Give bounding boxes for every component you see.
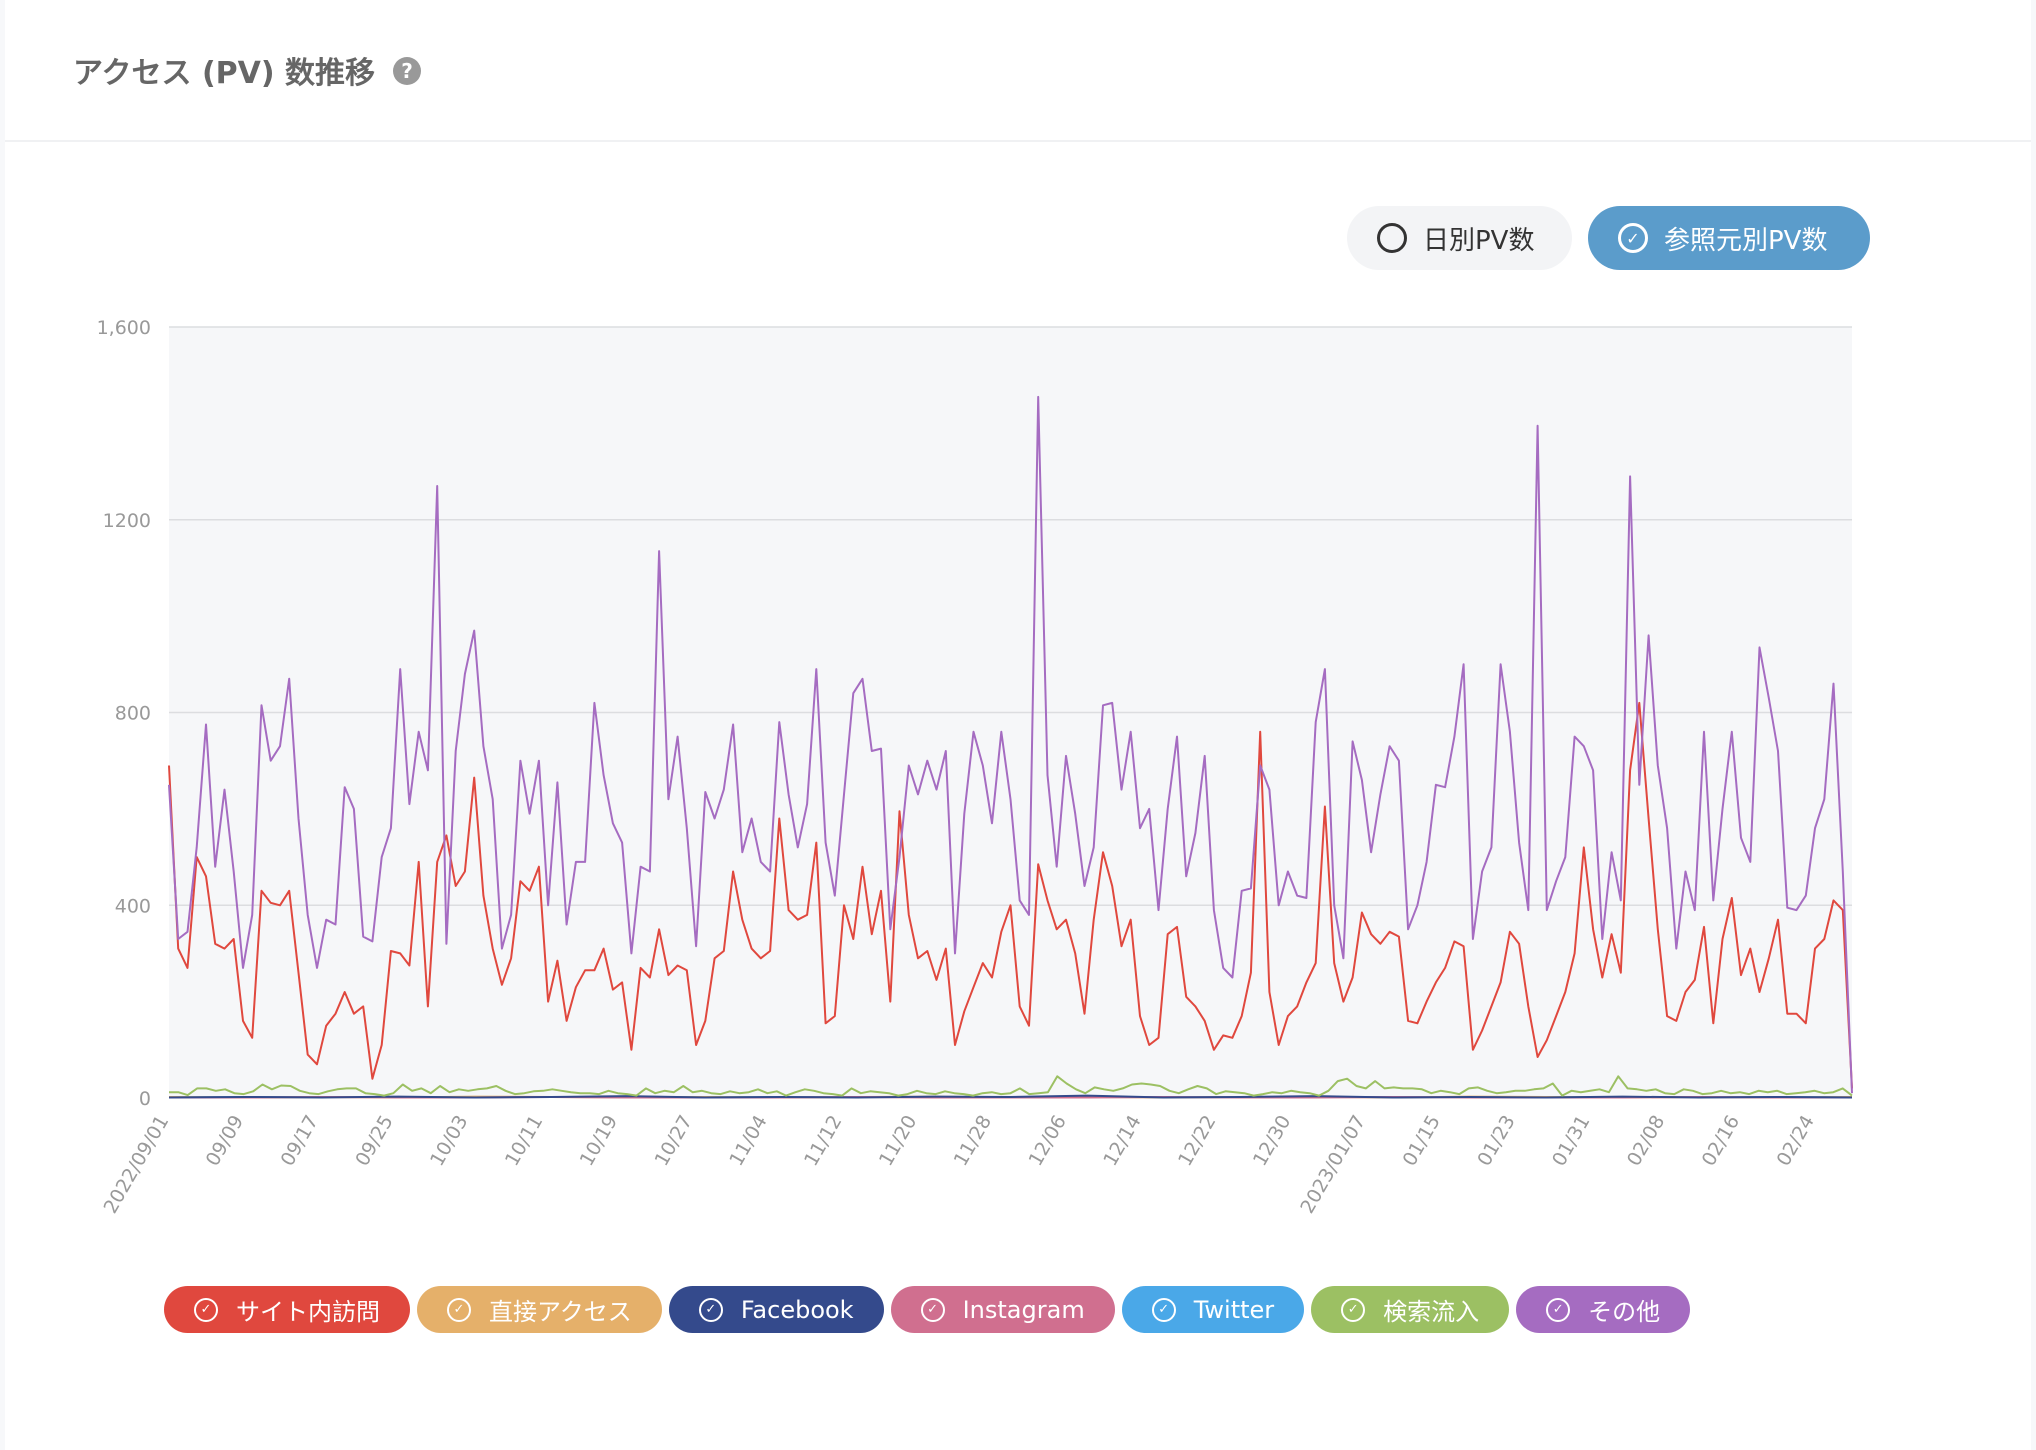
y-tick-label: 1,600 — [97, 317, 151, 339]
check-circle-icon: ✓ — [1341, 1297, 1366, 1322]
legend-toggle-1[interactable]: ✓ 直接アクセス — [417, 1286, 662, 1333]
legend-label: その他 — [1588, 1298, 1661, 1326]
check-circle-icon: ✓ — [447, 1297, 471, 1322]
chart-legend: ✓ サイト内訪問 ✓ 直接アクセス ✓ Facebook ✓ Instagram ✓ Twitte… — [164, 1286, 1691, 1333]
series-line-5 — [169, 1075, 1853, 1097]
x-tick-label: 12/22 — [1174, 1112, 1220, 1170]
line-chart: 0 400 800 1200 1,600 2022/09/01 09/09 09/17 09/2… — [97, 317, 1853, 1218]
x-tick-label: 09/25 — [351, 1112, 397, 1170]
legend-label: Instagram — [962, 1295, 1085, 1324]
x-tick-label: 01/31 — [1548, 1112, 1594, 1170]
card-header: アクセス (PV) 数推移 ? — [5, 0, 2031, 142]
legend-toggle-2[interactable]: ✓ Facebook — [668, 1286, 884, 1333]
check-circle-icon: ✓ — [920, 1297, 945, 1322]
x-tick-label: 2022/09/01 — [100, 1112, 174, 1218]
y-tick-label: 0 — [139, 1088, 151, 1110]
legend-label: Twitter — [1193, 1295, 1275, 1324]
legend-toggle-3[interactable]: ✓ Instagram — [890, 1286, 1115, 1333]
legend-toggle-6[interactable]: ✓ その他 — [1516, 1286, 1691, 1333]
radio-circle-icon — [1377, 223, 1407, 253]
question-circle-icon[interactable]: ? — [393, 57, 421, 85]
page-title: アクセス (PV) 数推移 — [73, 56, 376, 91]
x-tick-label: 10/03 — [426, 1112, 472, 1170]
y-tick-label: 800 — [115, 703, 151, 725]
x-tick-label: 11/20 — [875, 1112, 921, 1170]
x-tick-label: 09/17 — [276, 1112, 322, 1170]
check-circle-icon: ✓ — [1151, 1297, 1176, 1322]
x-tick-label: 02/24 — [1772, 1112, 1818, 1170]
legend-label: 検索流入 — [1383, 1298, 1480, 1326]
x-tick-label: 11/04 — [725, 1112, 771, 1170]
y-tick-label: 400 — [115, 895, 151, 917]
series-line-2 — [168, 1094, 1853, 1099]
x-tick-label: 01/23 — [1473, 1112, 1519, 1170]
x-tick-label: 2023/01/07 — [1296, 1112, 1370, 1218]
check-circle-icon: ✓ — [1546, 1297, 1571, 1322]
y-tick-label: 1200 — [103, 510, 151, 532]
x-tick-label: 12/30 — [1249, 1112, 1295, 1170]
check-circle-icon: ✓ — [194, 1297, 218, 1322]
toggle-referrer-pv[interactable]: ✓ 参照元別PV数 — [1588, 206, 1870, 270]
check-circle-icon: ✓ — [1618, 223, 1648, 253]
toggle-daily-pv[interactable]: 日別PV数 — [1347, 206, 1572, 270]
legend-toggle-5[interactable]: ✓ 検索流入 — [1311, 1286, 1510, 1333]
series-line-0 — [168, 701, 1853, 1089]
legend-toggle-4[interactable]: ✓ Twitter — [1121, 1286, 1305, 1333]
toggle-referrer-pv-label: 参照元別PV数 — [1664, 225, 1828, 256]
x-tick-label: 10/19 — [576, 1112, 622, 1170]
x-tick-label: 11/28 — [950, 1112, 996, 1170]
check-circle-icon: ✓ — [698, 1297, 723, 1322]
x-tick-label: 10/11 — [501, 1112, 547, 1170]
legend-toggle-0[interactable]: ✓ サイト内訪問 — [164, 1286, 410, 1333]
x-tick-label: 12/06 — [1024, 1112, 1070, 1170]
legend-label: Facebook — [740, 1295, 854, 1324]
legend-label: 直接アクセス — [489, 1298, 632, 1326]
x-tick-label: 09/09 — [202, 1112, 248, 1170]
x-tick-label: 10/27 — [650, 1112, 696, 1170]
x-tick-label: 11/12 — [800, 1112, 846, 1170]
x-tick-label: 01/15 — [1398, 1112, 1444, 1170]
series-line-6 — [168, 395, 1853, 1094]
x-tick-label: 12/14 — [1099, 1112, 1145, 1170]
x-tick-label: 02/16 — [1698, 1112, 1744, 1170]
x-tick-label: 02/08 — [1623, 1112, 1669, 1170]
pv-trend-card: アクセス (PV) 数推移 ? 日別PV数 ✓ 参照元別PV数 0 400 800 1… — [5, 0, 2031, 1450]
toggle-daily-pv-label: 日別PV数 — [1423, 225, 1535, 256]
legend-label: サイト内訪問 — [236, 1298, 380, 1326]
